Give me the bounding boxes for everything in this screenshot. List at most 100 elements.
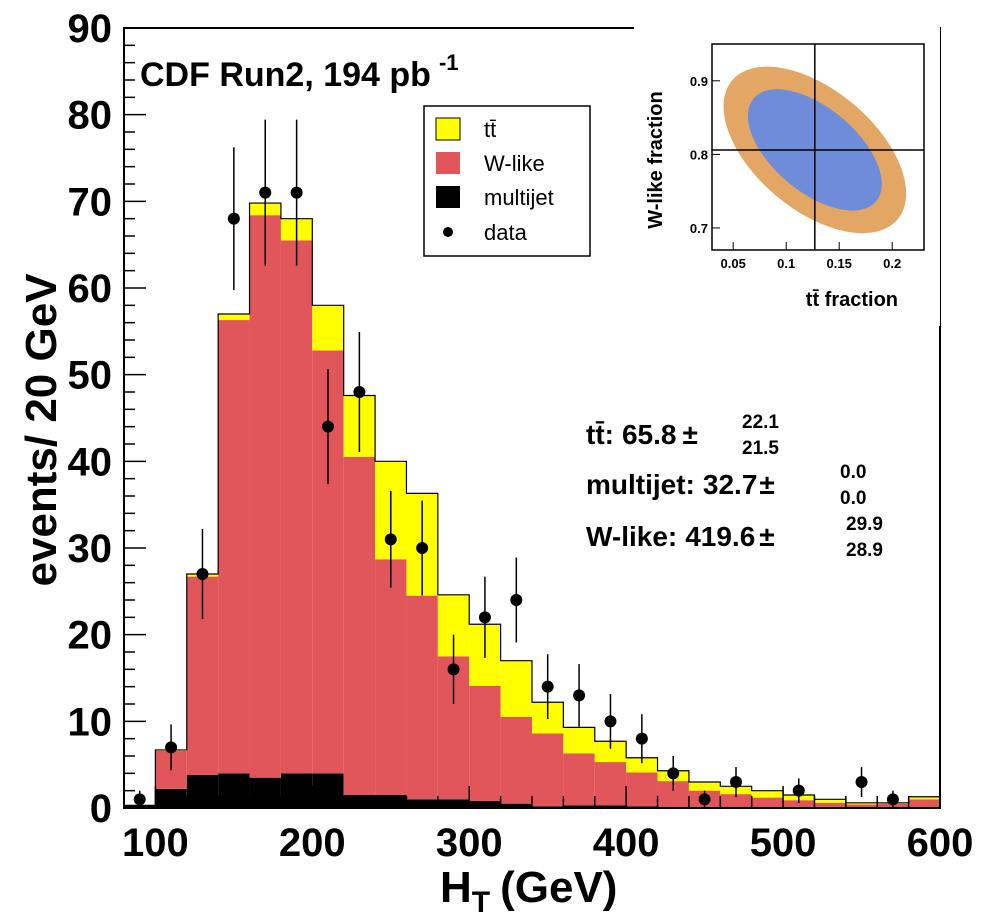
bar-wlike-15 [594, 762, 627, 806]
data-point-21 [792, 784, 805, 797]
fit-multijet-plus: 0.0 [840, 462, 866, 483]
x-axis-title: HT (GeV) [440, 863, 617, 914]
legend-marker-data [443, 227, 453, 237]
bar-multijet-5 [280, 773, 313, 808]
inset-y-tick-label: 0.9 [690, 74, 708, 89]
bar-wlike-8 [375, 559, 407, 795]
bar-tt-16 [626, 757, 658, 773]
y-tick-label: 80 [68, 94, 113, 138]
data-points [133, 119, 899, 808]
bar-wlike-22 [814, 802, 846, 808]
bar-wlike-7 [343, 457, 376, 795]
data-point-23 [855, 776, 868, 788]
data-point-19 [730, 776, 742, 788]
chart-title: CDF Run2, 194 pb -1 [140, 50, 459, 94]
data-point-4 [259, 186, 272, 199]
data-point-11 [478, 611, 491, 624]
bar-multijet-10 [437, 799, 470, 808]
data-point-2 [196, 568, 209, 580]
y-tick-label: 0 [90, 787, 112, 831]
inset-y-tick-label: 0.7 [690, 221, 708, 236]
data-point-14 [573, 689, 586, 702]
inset-y-tick-label: 0.8 [690, 147, 708, 162]
bar-multijet-3 [218, 773, 250, 808]
x-tick-labels: 100 200 300 400 500 600 [122, 821, 973, 865]
y-tick-label: 70 [68, 180, 113, 224]
x-tick-label: 300 [436, 821, 503, 865]
fit-wlike-plus: 29.9 [846, 514, 883, 535]
legend: tt̄ W-like multijet data [423, 105, 591, 257]
inset-x-tick-label: 0.1 [777, 256, 795, 271]
legend-swatch-multijet [436, 186, 460, 208]
data-point-17 [667, 767, 680, 780]
data-point-7 [353, 386, 366, 398]
inset-x-tick-label: 0.05 [721, 256, 746, 271]
bar-wlike-14 [563, 753, 595, 806]
bar-wlike-23 [845, 804, 878, 808]
legend-swatch-wlike [436, 152, 460, 174]
inset-ticks [712, 80, 893, 250]
bar-multijet-11 [469, 801, 501, 808]
inset-x-axis-title: tt̄ fraction [806, 289, 898, 311]
data-point-1 [165, 741, 178, 754]
data-point-5 [290, 186, 303, 199]
bar-multijet-6 [312, 773, 344, 808]
fit-ttbar-minus: 21.5 [742, 438, 779, 459]
data-point-24 [886, 793, 899, 806]
data-point-10 [447, 663, 460, 676]
inset-x-tick-labels: 0.05 0.1 0.15 0.2 [721, 256, 902, 271]
inset-contour-plot: 0.05 0.1 0.15 0.2 0.7 0.8 0.9 tt̄ fraction W-… [634, 26, 940, 326]
bar-multijet-7 [343, 795, 376, 808]
data-point-18 [698, 793, 711, 806]
bar-tt-25 [908, 796, 940, 800]
data-point-16 [635, 732, 648, 745]
y-tick-label: 50 [68, 354, 113, 398]
data-point-3 [227, 212, 240, 225]
legend-swatch-ttbar [435, 117, 461, 141]
y-tick-label: 20 [68, 614, 113, 658]
fit-ttbar-label: tt̄: 65.8 ± [586, 419, 698, 450]
bar-tt-15 [594, 741, 627, 763]
bar-tt-12 [500, 660, 532, 717]
legend-label-wlike: W-like [484, 151, 545, 176]
data-point-12 [510, 594, 523, 606]
y-tick-label: 30 [68, 527, 113, 571]
y-tick-label: 40 [68, 440, 113, 484]
bar-wlike-13 [532, 733, 564, 807]
bar-wlike-5 [280, 240, 313, 774]
inset-y-tick-labels: 0.7 0.8 0.9 [690, 74, 708, 236]
data-point-0 [133, 793, 146, 806]
data-point-15 [604, 715, 617, 728]
data-point-6 [322, 420, 334, 433]
bar-multijet-4 [249, 777, 281, 808]
y-tick-label: 90 [68, 7, 113, 51]
fit-wlike-minus: 28.9 [846, 540, 883, 561]
y-tick-labels: 0 10 20 30 40 50 60 70 80 90 [68, 7, 113, 831]
fit-results: tt̄: 65.8 ± 22.1 21.5 multijet: 32.7± 0.0 0… [586, 412, 883, 561]
bar-multijet-15 [594, 805, 627, 808]
bar-tt-6 [312, 305, 344, 351]
x-tick-label: 500 [750, 821, 817, 865]
data-point-8 [384, 533, 397, 546]
inset-x-tick-label: 0.15 [827, 256, 852, 271]
bar-wlike-16 [626, 772, 658, 807]
data-point-9 [416, 542, 429, 554]
fit-ttbar-plus: 22.1 [742, 412, 779, 433]
y-tick-label: 60 [68, 267, 113, 311]
y-axis-title: events/ 20 GeV [17, 273, 66, 587]
bar-multijet-8 [375, 795, 407, 808]
fit-multijet-label: multijet: 32.7± [586, 469, 775, 500]
legend-label-ttbar: tt̄ [484, 117, 496, 142]
bar-wlike-21 [783, 800, 815, 808]
bar-wlike-9 [406, 595, 438, 800]
bar-tt-14 [563, 727, 595, 754]
x-tick-label: 600 [907, 821, 974, 865]
bar-wlike-25 [908, 799, 940, 808]
bar-tt-18 [688, 782, 721, 791]
bar-wlike-12 [500, 717, 532, 804]
data-point-13 [541, 680, 554, 693]
bar-multijet-2 [186, 775, 219, 808]
x-tick-label: 400 [593, 821, 660, 865]
bar-tt-23 [845, 802, 878, 805]
bar-wlike-19 [720, 794, 752, 808]
